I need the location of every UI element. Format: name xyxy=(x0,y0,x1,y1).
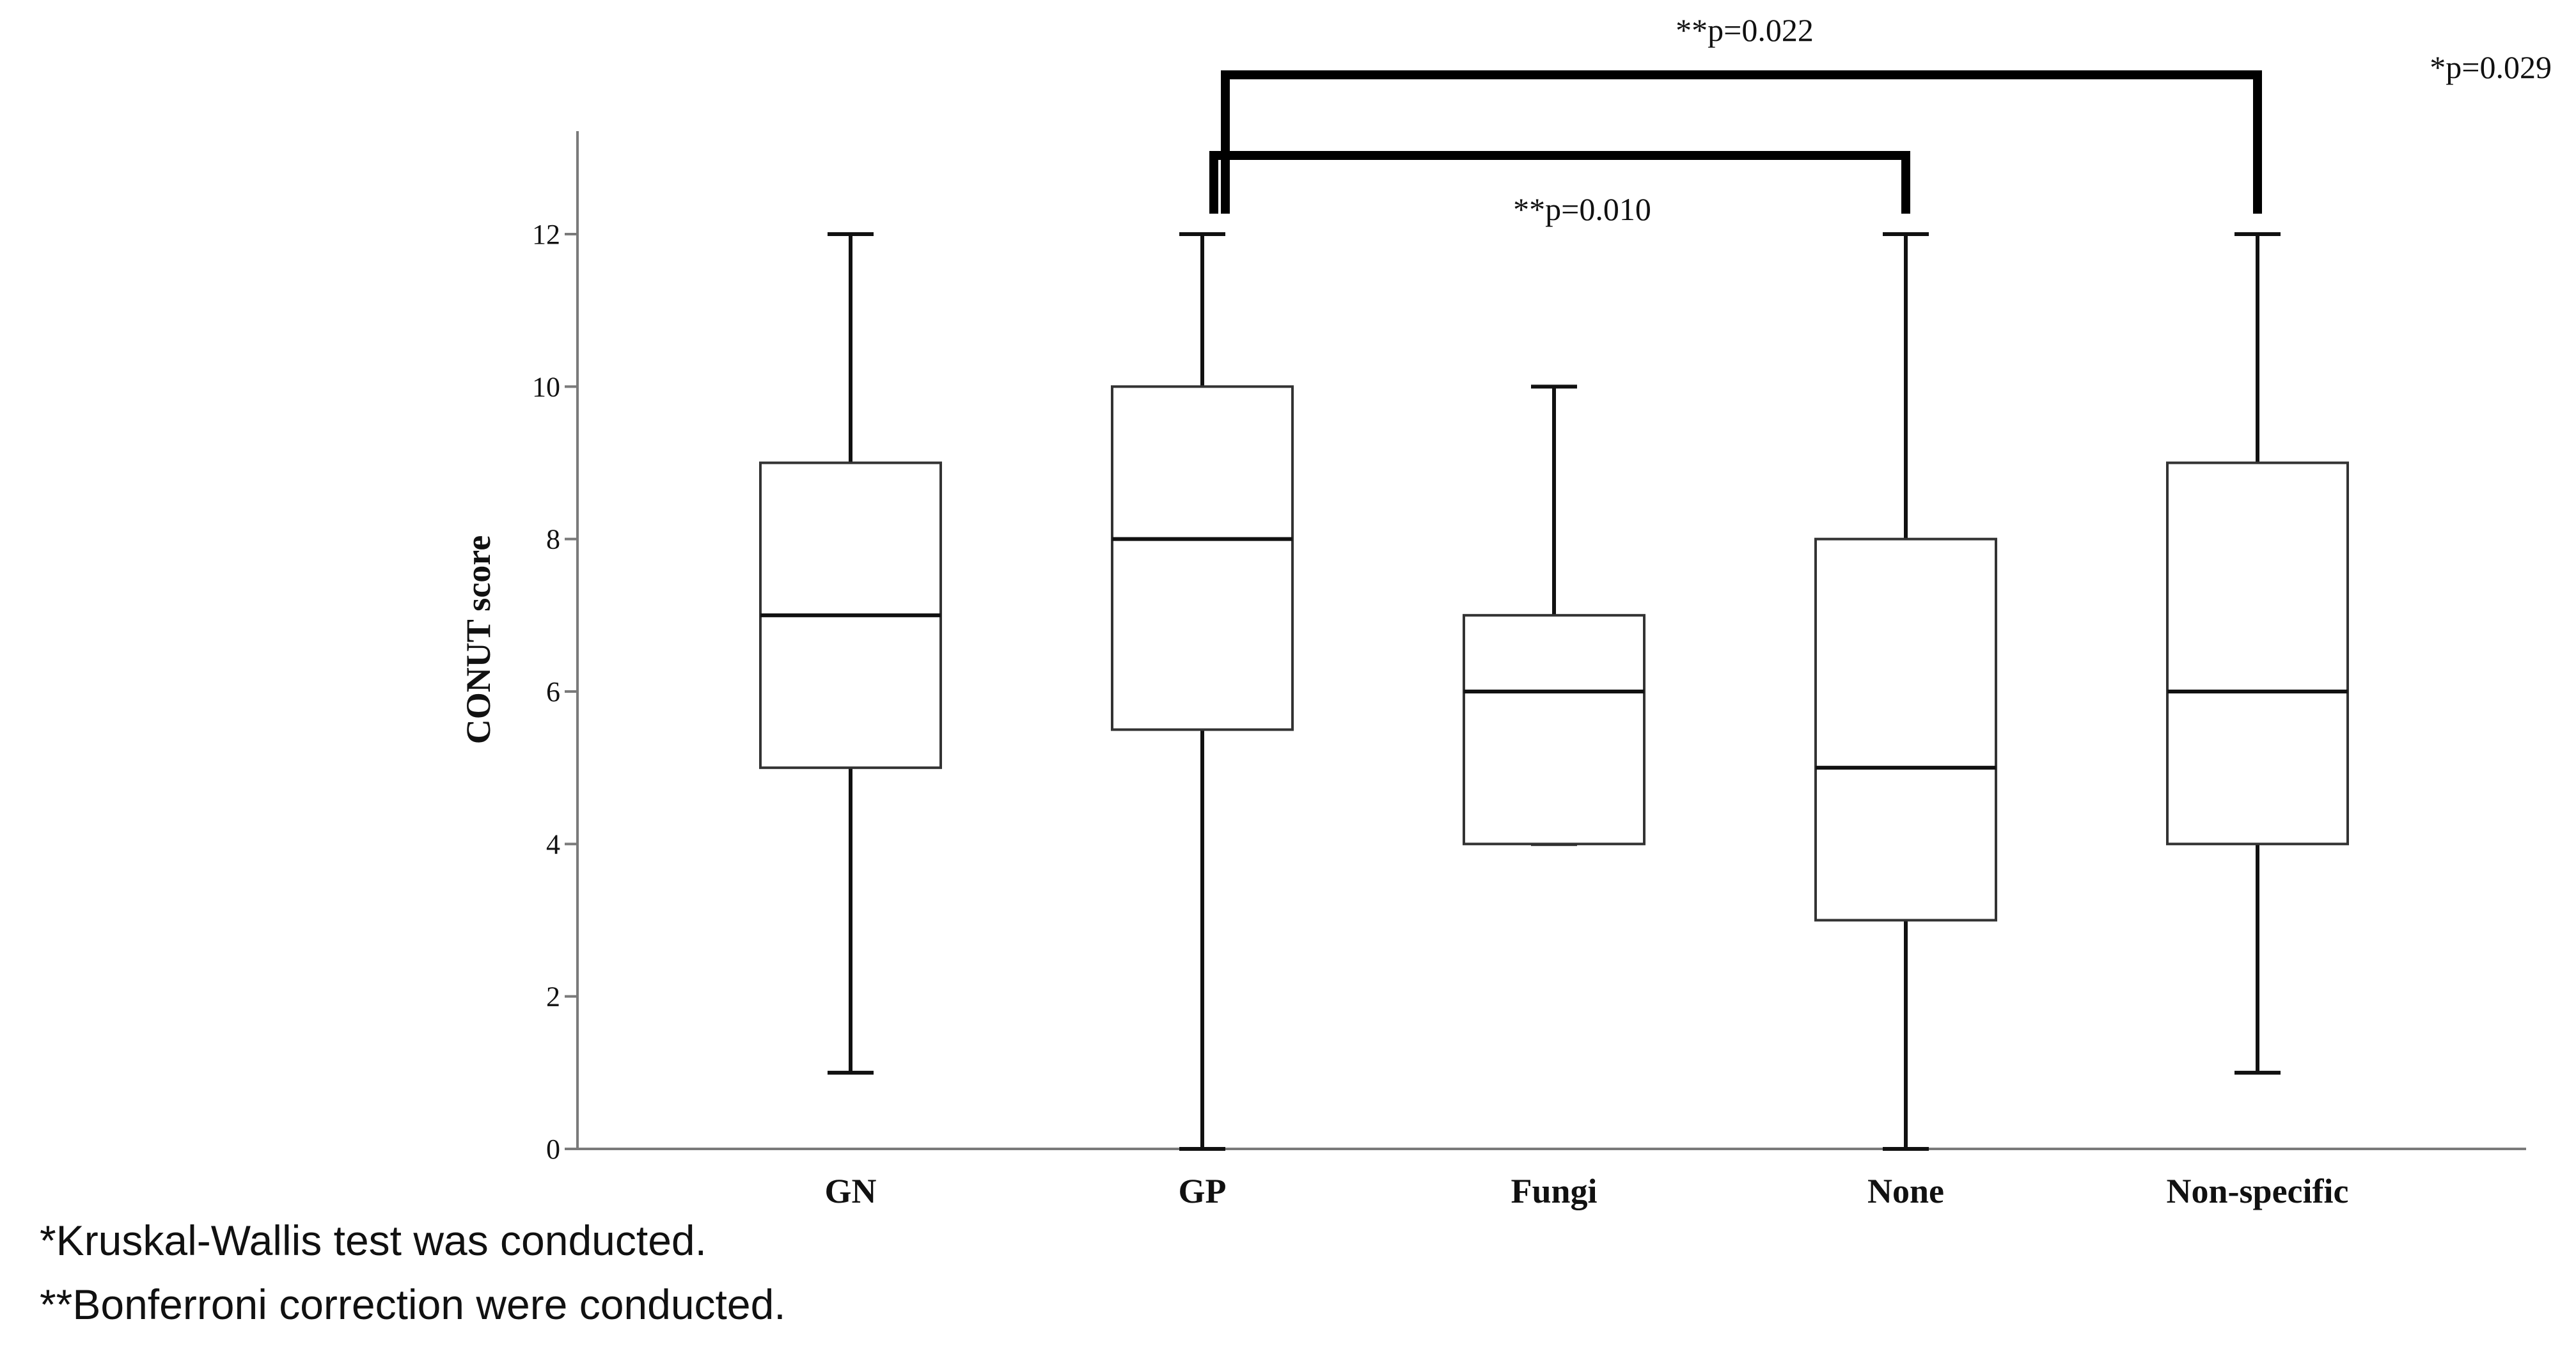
iqr-box xyxy=(1111,385,1294,731)
bracket-gp-vs-non-specific: **p=0.022 xyxy=(1221,12,2262,214)
x-axis-labels: GN GP Fungi None Non-specific xyxy=(825,1172,2349,1210)
bracket-gp-vs-none: **p=0.010 xyxy=(1209,151,1910,227)
box-non-specific xyxy=(2166,232,2349,1075)
significance-brackets: **p=0.022 **p=0.010 xyxy=(1209,12,2262,227)
iqr-box xyxy=(2166,461,2349,846)
box-none xyxy=(1814,232,1997,1151)
bracket-p-value-label: **p=0.022 xyxy=(1676,12,1814,48)
y-axis-ticks: 0 2 4 6 8 10 12 xyxy=(532,219,577,1165)
y-axis-title: CONUT score xyxy=(459,535,498,744)
x-category-label: GN xyxy=(825,1172,877,1210)
footnote-bonferroni: **Bonferroni correction were conducted. xyxy=(40,1281,786,1328)
x-category-label: Fungi xyxy=(1511,1172,1597,1210)
y-tick-label: 4 xyxy=(546,828,560,860)
x-category-label: GP xyxy=(1179,1172,1227,1210)
y-tick-label: 6 xyxy=(546,676,560,708)
box-fungi xyxy=(1463,384,1645,846)
plot-area xyxy=(576,131,2526,1150)
y-tick-label: 12 xyxy=(532,219,560,250)
bracket-line xyxy=(1209,151,1910,214)
x-category-label: Non-specific xyxy=(2167,1172,2349,1210)
overall-p-annotation: *p=0.029 xyxy=(2430,49,2552,85)
boxes xyxy=(759,232,2349,1151)
y-tick-label: 0 xyxy=(546,1134,560,1165)
box-gp xyxy=(1111,232,1294,1151)
footnote-kruskal-wallis: *Kruskal-Wallis test was conducted. xyxy=(40,1217,707,1264)
iqr-box xyxy=(1463,613,1645,846)
y-tick-label: 10 xyxy=(532,371,560,402)
bracket-line xyxy=(1221,70,2262,214)
iqr-box xyxy=(1814,537,1997,922)
x-category-label: None xyxy=(1867,1172,1944,1210)
bracket-p-value-label: **p=0.010 xyxy=(1513,191,1651,227)
y-tick-label: 2 xyxy=(546,981,560,1013)
box-gn xyxy=(759,232,942,1075)
y-tick-label: 8 xyxy=(546,524,560,555)
